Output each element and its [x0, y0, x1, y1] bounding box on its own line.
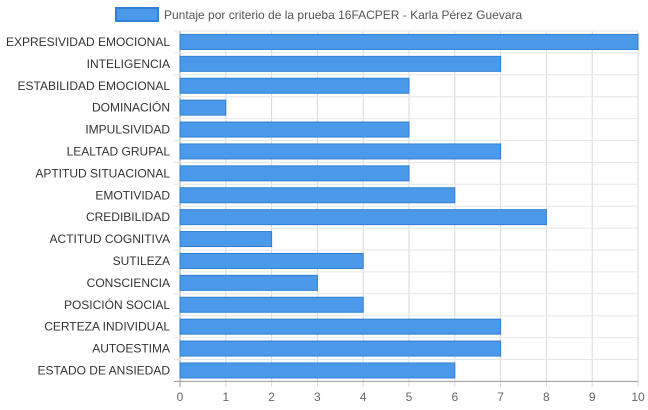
- category-label: IMPULSIVIDAD: [85, 123, 170, 137]
- x-tick-label: 1: [222, 390, 229, 404]
- category-label: DOMINACIÓN: [92, 100, 170, 115]
- x-tick-label: 7: [497, 390, 504, 404]
- x-tick-label: 0: [177, 390, 184, 404]
- legend-swatch: [115, 7, 159, 22]
- bar[interactable]: [179, 143, 502, 160]
- x-tick-labels: 0 1 2 3 4 5 6 7 8 9 10: [177, 390, 645, 404]
- bar[interactable]: [179, 165, 410, 182]
- bar[interactable]: [179, 274, 318, 291]
- category-label: CREDIBILIDAD: [86, 210, 170, 224]
- bar[interactable]: [179, 55, 502, 72]
- bar[interactable]: [179, 209, 547, 226]
- bar[interactable]: [179, 77, 410, 94]
- category-label: AUTOESTIMA: [92, 342, 170, 356]
- category-label: CONSCIENCIA: [87, 276, 170, 290]
- bar[interactable]: [179, 33, 639, 50]
- x-tick-label: 10: [631, 390, 645, 404]
- bar[interactable]: [179, 252, 364, 269]
- category-label: EMOTIVIDAD: [95, 188, 170, 202]
- category-label: POSICIÓN SOCIAL: [64, 297, 170, 312]
- bar[interactable]: [179, 187, 456, 204]
- category-label: APTITUD SITUACIONAL: [35, 166, 170, 180]
- bar[interactable]: [179, 296, 364, 313]
- category-label: ESTADO DE ANSIEDAD: [38, 363, 171, 377]
- x-tick-label: 9: [589, 390, 596, 404]
- bar[interactable]: [179, 318, 502, 335]
- category-label: ACTITUD COGNITIVA: [50, 232, 170, 246]
- category-label: INTELIGENCIA: [87, 57, 170, 71]
- category-label: ESTABILIDAD EMOCIONAL: [18, 79, 171, 93]
- x-tick-label: 2: [268, 390, 275, 404]
- x-tick-label: 6: [451, 390, 458, 404]
- bar[interactable]: [179, 99, 227, 116]
- bars: [179, 33, 639, 379]
- legend-label: Puntaje por criterio de la prueba 16FACP…: [164, 8, 523, 22]
- category-label: LEALTAD GRUPAL: [67, 144, 171, 158]
- x-tick-label: 5: [406, 390, 413, 404]
- category-label: SUTILEZA: [113, 254, 170, 268]
- category-labels: EXPRESIVIDAD EMOCIONAL INTELIGENCIA ESTABI…: [6, 35, 170, 378]
- category-label: CERTEZA INDIVIDUAL: [44, 320, 170, 334]
- x-tick-label: 8: [543, 390, 550, 404]
- bar[interactable]: [179, 231, 273, 248]
- bar[interactable]: [179, 340, 502, 357]
- category-label: EXPRESIVIDAD EMOCIONAL: [6, 35, 170, 49]
- bar[interactable]: [179, 362, 456, 379]
- bar[interactable]: [179, 121, 410, 138]
- legend[interactable]: Puntaje por criterio de la prueba 16FACP…: [115, 7, 523, 22]
- x-tick-label: 4: [360, 390, 367, 404]
- x-tick-label: 3: [314, 390, 321, 404]
